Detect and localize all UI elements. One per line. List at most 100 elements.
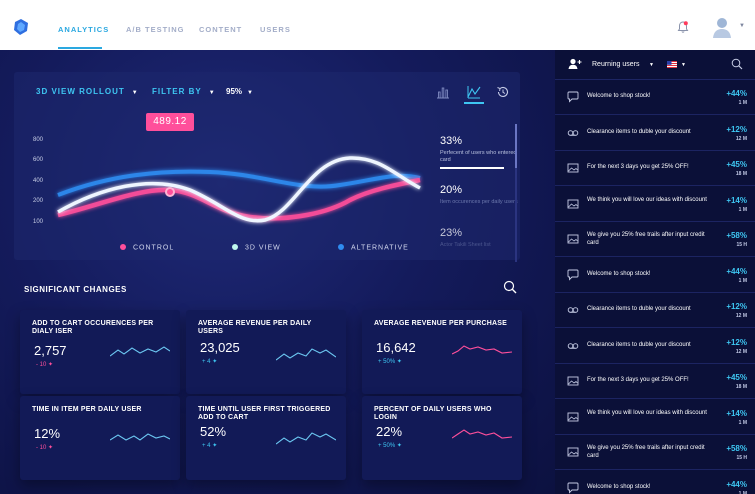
notification-users: 1 M <box>738 490 747 494</box>
metric-title: TIME UNTIL USER FIRST TRIGGERED ADD TO C… <box>198 406 331 421</box>
arrow-down-icon: ✦ <box>48 362 54 368</box>
tab-ab-testing[interactable]: A/B TESTING <box>126 25 185 34</box>
user-avatar[interactable] <box>712 16 732 38</box>
stat-item[interactable]: 20% Item occurences per daily users <box>440 184 520 206</box>
notification-row[interactable]: We think you will love our ideas with di… <box>555 400 755 435</box>
stat-value: 33% <box>440 135 463 147</box>
panel-title[interactable]: Reurning users <box>592 61 640 68</box>
metric-value: 52% <box>200 424 227 439</box>
percent-dropdown[interactable]: 95% ▼ <box>226 87 253 96</box>
metric-delta: + 50% ✦ <box>378 442 402 449</box>
notification-text: For the next 3 days you get 25% OFF! <box>587 377 689 383</box>
sparkline-chart <box>110 433 170 441</box>
legend-label: ALTERNATIVE <box>351 244 409 252</box>
metric-card[interactable]: AVERAGE REVENUE PER PURCHASE 16,642 + 50… <box>362 310 522 394</box>
add-user-icon[interactable] <box>568 58 582 70</box>
sparkline-chart <box>452 429 512 439</box>
panel-header: Reurning users ▼ ▼ <box>555 50 755 80</box>
metric-delta-value: + 50% <box>378 443 396 449</box>
metric-card[interactable]: PERCENT OF DAILY USERS WHO LOGIN 22% + 5… <box>362 396 522 480</box>
voicemail-icon <box>567 342 579 349</box>
section-title: SIGNIFICANT CHANGES <box>24 285 127 294</box>
filter-by-label: FILTER BY <box>152 87 202 96</box>
metric-value: 2,757 <box>34 343 67 358</box>
metric-delta-value: - 10 <box>36 445 47 451</box>
stats-scrollbar-thumb[interactable] <box>515 124 517 168</box>
notification-bell-icon[interactable] <box>676 20 690 34</box>
search-icon[interactable] <box>503 280 517 294</box>
tab-content[interactable]: CONTENT <box>199 25 243 34</box>
stat-item[interactable]: 23% Actor Takili Sheet list <box>440 227 520 249</box>
chat-icon <box>567 91 579 103</box>
metric-delta: - 10 ✦ <box>36 444 53 451</box>
arrow-up-icon: ✦ <box>396 443 402 449</box>
alternative-series-line <box>57 169 421 197</box>
notification-row[interactable]: Clearance items to duble your discount +1… <box>555 116 755 151</box>
notification-percent: +45% <box>726 373 747 382</box>
control-series-line <box>57 177 421 221</box>
notification-row[interactable]: For the next 3 days you get 25% OFF! +45%… <box>555 364 755 399</box>
stat-description: Perfecent of users who entered card <box>440 150 517 163</box>
stats-scrollbar-track[interactable] <box>515 124 517 262</box>
notification-row[interactable]: Clearance items to duble your discount +1… <box>555 329 755 364</box>
bar-chart-icon[interactable] <box>436 85 450 99</box>
metric-value: 23,025 <box>200 340 240 355</box>
search-icon[interactable] <box>731 58 743 70</box>
image-icon <box>567 412 579 421</box>
notification-row[interactable]: Welcome to shop stock! +44% 1 M <box>555 80 755 115</box>
notification-percent: +12% <box>726 302 747 311</box>
metric-card[interactable]: AVERAGE REVENUE PER DAILY USERS 23,025 +… <box>186 310 346 394</box>
metric-title: AVERAGE REVENUE PER PURCHASE <box>374 320 508 327</box>
stat-item[interactable]: 33% Perfecent of users who entered card <box>440 135 520 164</box>
metric-card[interactable]: TIME UNTIL USER FIRST TRIGGERED ADD TO C… <box>186 396 346 480</box>
y-tick-label: 400 <box>33 178 44 184</box>
notification-users: 18 M <box>735 384 747 390</box>
legend-alternative[interactable]: ALTERNATIVE <box>338 244 409 252</box>
tab-analytics[interactable]: ANALYTICS <box>58 25 110 34</box>
metric-delta: + 4 ✦ <box>202 442 217 449</box>
history-icon[interactable] <box>496 85 510 99</box>
stat-value: 23% <box>440 227 463 239</box>
notification-row[interactable]: We think you will love our ideas with di… <box>555 187 755 222</box>
notification-row[interactable]: We give you 25% free trails after input … <box>555 222 755 257</box>
image-icon <box>567 376 579 386</box>
notification-users: 1 M <box>738 206 747 213</box>
metric-title: ADD TO CART OCCURENCES PER DIALY ISER <box>32 320 154 335</box>
sparkline-chart <box>276 432 336 445</box>
account-menu-chevron-icon[interactable]: ▼ <box>739 23 745 29</box>
chevron-down-icon[interactable]: ▼ <box>681 62 686 68</box>
legend-control[interactable]: CONTROL <box>120 244 174 252</box>
notification-users: 1 M <box>738 419 747 426</box>
notification-row[interactable]: Welcome to shop stock! +44% 1 M <box>555 471 755 494</box>
tab-users[interactable]: USERS <box>260 25 291 34</box>
notification-users: 15 H <box>736 455 747 461</box>
notification-users: 1 M <box>738 100 747 106</box>
filter-by-dropdown[interactable]: FILTER BY ▼ <box>152 87 216 96</box>
us-flag-icon[interactable] <box>667 61 677 68</box>
percent-value: 95% <box>226 87 243 96</box>
notification-row[interactable]: We give you 25% free trails after input … <box>555 435 755 470</box>
line-chart[interactable] <box>50 100 430 230</box>
app-logo-icon[interactable] <box>12 18 30 36</box>
notification-percent: +44% <box>726 89 747 98</box>
notification-row[interactable]: For the next 3 days you get 25% OFF! +45%… <box>555 151 755 186</box>
legend-3d-view[interactable]: 3D VIEW <box>232 244 281 252</box>
arrow-up-icon: ✦ <box>212 443 218 449</box>
chevron-down-icon[interactable]: ▼ <box>649 62 654 68</box>
view-rollout-label: 3D VIEW ROLLOUT <box>36 87 125 96</box>
notification-percent: +14% <box>726 195 747 205</box>
metric-title: TIME IN ITEM PER DAILY USER <box>32 406 142 413</box>
notification-percent: +45% <box>726 160 747 169</box>
metric-card[interactable]: TIME IN ITEM PER DAILY USER 12% - 10 ✦ <box>20 396 180 480</box>
arrow-up-icon: ✦ <box>212 359 218 365</box>
area-chart-icon[interactable] <box>467 85 481 99</box>
chart-hover-point[interactable] <box>165 187 175 197</box>
notification-row[interactable]: Clearance items to duble your discount +1… <box>555 293 755 328</box>
view-rollout-dropdown[interactable]: 3D VIEW ROLLOUT ▼ <box>36 87 139 96</box>
notification-row[interactable]: Welcome to shop stock! +44% 1 M <box>555 258 755 293</box>
metric-value: 22% <box>376 424 403 439</box>
sparkline-chart <box>276 348 336 361</box>
notification-text: Clearance items to duble your discount <box>587 341 691 348</box>
metric-card[interactable]: ADD TO CART OCCURENCES PER DIALY ISER 2,… <box>20 310 180 394</box>
notification-users: 12 M <box>735 348 747 355</box>
